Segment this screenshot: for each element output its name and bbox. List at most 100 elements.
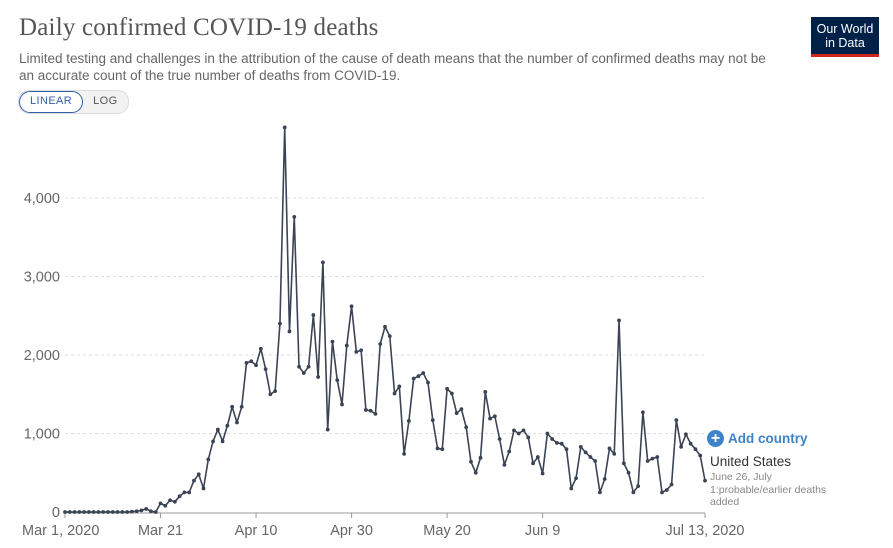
data-point[interactable] [344, 343, 349, 348]
data-point[interactable] [297, 364, 301, 369]
data-point[interactable] [282, 125, 287, 130]
data-point[interactable] [163, 503, 168, 508]
data-point[interactable] [168, 498, 172, 503]
data-point[interactable] [82, 510, 87, 514]
data-point[interactable] [292, 214, 297, 219]
data-point[interactable] [626, 470, 631, 475]
data-point[interactable] [440, 447, 445, 452]
data-point[interactable] [373, 411, 378, 416]
data-point[interactable] [478, 455, 483, 460]
data-point[interactable] [607, 446, 612, 451]
data-point[interactable] [134, 509, 139, 514]
data-point[interactable] [550, 437, 555, 441]
data-point[interactable] [392, 391, 397, 396]
data-point[interactable] [421, 371, 426, 375]
data-point[interactable] [555, 441, 559, 445]
data-point[interactable] [559, 441, 564, 446]
data-point[interactable] [249, 359, 254, 364]
data-point[interactable] [230, 404, 235, 409]
data-point[interactable] [263, 367, 268, 372]
data-point[interactable] [602, 477, 607, 481]
data-point[interactable] [287, 329, 292, 334]
data-point[interactable] [688, 441, 693, 446]
data-point[interactable] [139, 508, 144, 513]
data-point[interactable] [492, 414, 497, 419]
data-point[interactable] [177, 494, 182, 499]
data-point[interactable] [153, 510, 158, 514]
data-point[interactable] [674, 418, 679, 423]
data-point[interactable] [192, 478, 196, 483]
data-point[interactable] [254, 363, 258, 368]
data-point[interactable] [588, 455, 593, 459]
data-point[interactable] [258, 346, 263, 351]
data-point[interactable] [598, 490, 602, 495]
data-point[interactable] [473, 470, 478, 475]
add-country-button[interactable]: + Add country [707, 430, 808, 447]
data-point[interactable] [96, 510, 101, 514]
data-point[interactable] [507, 449, 512, 454]
data-point[interactable] [569, 486, 574, 491]
data-point[interactable] [144, 506, 149, 511]
data-point[interactable] [335, 378, 340, 383]
data-point[interactable] [464, 425, 469, 430]
data-point[interactable] [363, 408, 368, 412]
data-point[interactable] [340, 402, 344, 407]
data-point[interactable] [703, 478, 707, 483]
data-point[interactable] [406, 419, 411, 423]
data-point[interactable] [540, 471, 545, 476]
data-point[interactable] [225, 423, 230, 428]
data-point[interactable] [621, 461, 626, 466]
data-point[interactable] [655, 455, 660, 459]
series-line-united-states[interactable] [65, 126, 706, 513]
owid-logo[interactable]: Our World in Data [811, 17, 879, 57]
data-point[interactable] [387, 334, 392, 339]
data-point[interactable] [411, 376, 416, 381]
data-point[interactable] [206, 457, 211, 462]
data-point[interactable] [215, 427, 220, 432]
data-point[interactable] [172, 499, 177, 504]
data-point[interactable] [502, 463, 507, 467]
data-point[interactable] [196, 472, 201, 477]
data-point[interactable] [101, 510, 106, 514]
data-point[interactable] [158, 501, 163, 506]
data-point[interactable] [526, 435, 531, 440]
data-point[interactable] [311, 313, 316, 317]
data-point[interactable] [235, 420, 239, 425]
data-point[interactable] [182, 490, 187, 495]
data-point[interactable] [578, 444, 583, 449]
data-point[interactable] [120, 510, 125, 514]
data-point[interactable] [91, 510, 96, 514]
data-point[interactable] [564, 447, 569, 452]
data-point[interactable] [321, 260, 325, 265]
data-point[interactable] [301, 371, 306, 375]
data-point[interactable] [641, 410, 645, 415]
data-point[interactable] [63, 510, 67, 514]
data-point[interactable] [149, 509, 153, 514]
data-point[interactable] [497, 437, 502, 441]
data-point[interactable] [125, 510, 129, 514]
data-point[interactable] [72, 510, 77, 514]
data-point[interactable] [354, 349, 359, 354]
series-label-united-states[interactable]: United States [710, 454, 792, 469]
data-point[interactable] [402, 452, 407, 456]
data-point[interactable] [330, 339, 335, 344]
data-point[interactable] [531, 461, 535, 466]
data-point[interactable] [244, 360, 249, 365]
data-point[interactable] [378, 342, 383, 346]
log-scale-button[interactable]: LOG [93, 95, 118, 107]
data-point[interactable] [669, 482, 674, 487]
data-point[interactable] [488, 416, 492, 421]
data-point[interactable] [416, 374, 421, 379]
data-point[interactable] [683, 432, 688, 437]
data-point[interactable] [574, 476, 578, 481]
data-point[interactable] [368, 408, 373, 413]
data-point[interactable] [129, 509, 134, 514]
data-point[interactable] [67, 510, 72, 514]
data-point[interactable] [636, 484, 641, 488]
data-point[interactable] [545, 431, 550, 436]
data-point[interactable] [449, 391, 454, 396]
data-point[interactable] [220, 439, 225, 444]
data-point[interactable] [239, 404, 244, 409]
data-point[interactable] [521, 428, 526, 433]
data-point[interactable] [469, 459, 473, 464]
